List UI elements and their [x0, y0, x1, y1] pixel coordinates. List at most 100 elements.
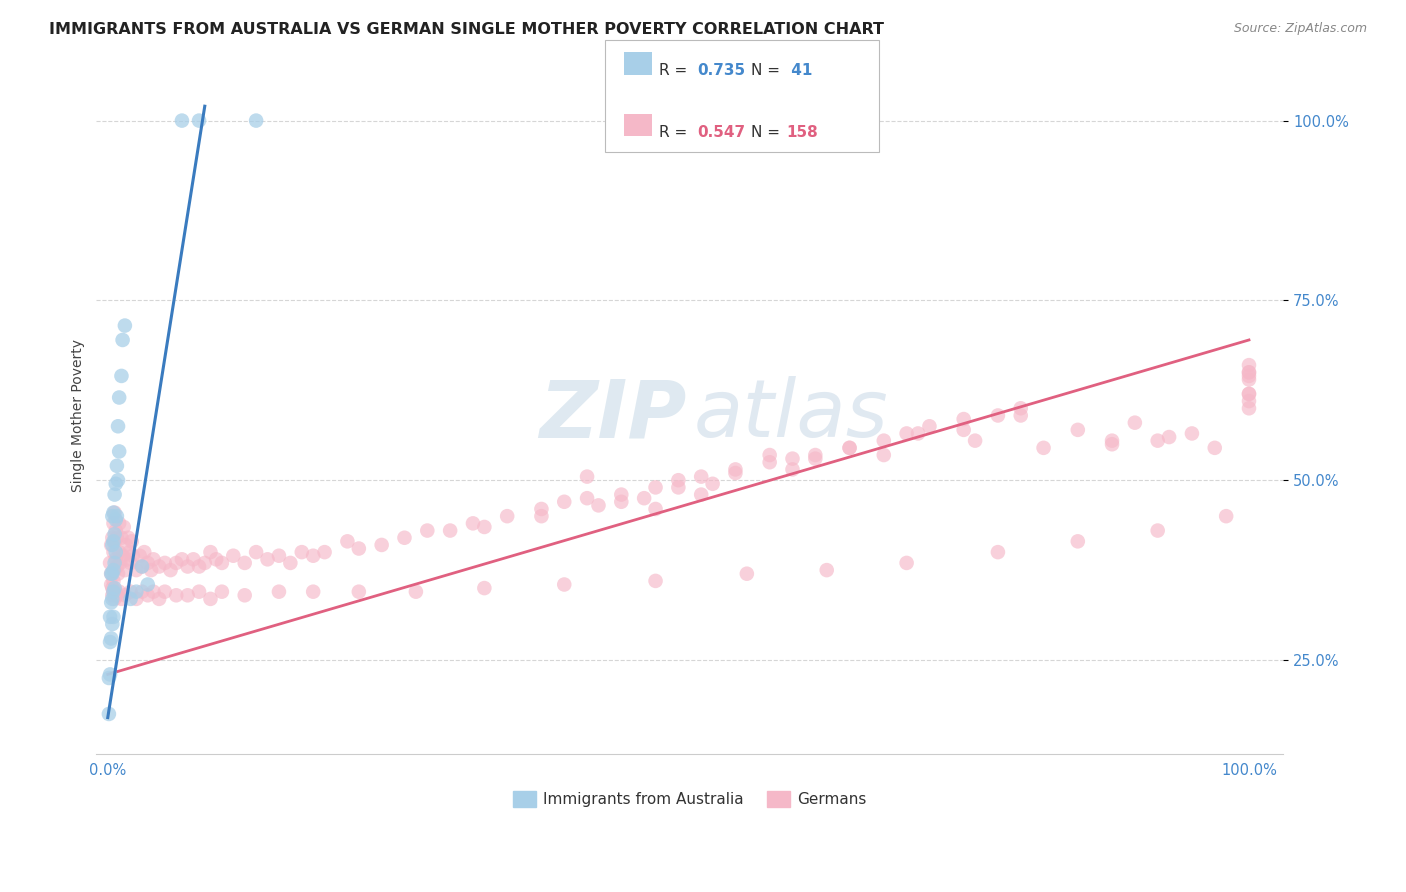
Point [104, 527, 127, 541]
Point [644, 480, 666, 494]
Point [200, 545, 222, 559]
Point [472, 581, 495, 595]
Text: IMMIGRANTS FROM AUSTRALIA VS GERMAN SINGLE MOTHER POVERTY CORRELATION CHART: IMMIGRANTS FROM AUSTRALIA VS GERMAN SING… [49, 22, 884, 37]
Point [1032, 441, 1054, 455]
Point [576, 491, 599, 506]
Point [188, 584, 211, 599]
Text: atlas: atlas [693, 376, 889, 455]
Point [873, 434, 896, 448]
Point [170, 552, 193, 566]
Point [1146, 434, 1168, 448]
Point [134, 545, 156, 559]
Point [782, 451, 804, 466]
Point [105, 559, 128, 574]
Point [104, 545, 127, 559]
Point [576, 469, 599, 483]
Point [108, 516, 131, 531]
Point [1237, 394, 1260, 409]
Point [291, 545, 314, 559]
Point [148, 591, 170, 606]
Point [702, 476, 724, 491]
Point [101, 591, 124, 606]
Point [125, 563, 148, 577]
Point [1237, 368, 1260, 383]
Point [838, 441, 860, 455]
Point [724, 466, 747, 480]
Point [104, 487, 127, 501]
Point [136, 588, 159, 602]
Point [222, 549, 245, 563]
Point [666, 473, 689, 487]
Point [1204, 441, 1226, 455]
Point [103, 610, 125, 624]
Point [644, 502, 666, 516]
Point [101, 617, 124, 632]
Point [188, 559, 211, 574]
Point [98, 667, 121, 681]
Point [804, 451, 827, 466]
Point [735, 566, 758, 581]
Point [838, 441, 860, 455]
Point [1237, 358, 1260, 372]
Point [1237, 387, 1260, 401]
Point [690, 469, 713, 483]
Point [1237, 365, 1260, 379]
Point [103, 534, 125, 549]
Point [530, 509, 553, 524]
Text: Source: ZipAtlas.com: Source: ZipAtlas.com [1233, 22, 1367, 36]
Point [107, 473, 129, 487]
Point [131, 584, 153, 599]
Point [115, 538, 138, 552]
Point [245, 113, 267, 128]
Point [211, 556, 233, 570]
Point [128, 549, 150, 563]
Point [131, 559, 153, 574]
Point [553, 577, 575, 591]
Point [987, 545, 1010, 559]
Point [633, 491, 655, 506]
Point [104, 534, 127, 549]
Point [101, 566, 124, 581]
Point [112, 520, 135, 534]
Point [176, 559, 198, 574]
Point [347, 541, 370, 556]
Point [105, 588, 128, 602]
Point [104, 524, 127, 538]
Point [98, 635, 121, 649]
Point [610, 487, 633, 501]
Point [1146, 524, 1168, 538]
Y-axis label: Single Mother Poverty: Single Mother Poverty [72, 339, 86, 492]
Point [108, 545, 131, 559]
Point [804, 448, 827, 462]
Point [952, 423, 974, 437]
Point [280, 556, 302, 570]
Point [952, 412, 974, 426]
Point [1010, 401, 1032, 416]
Text: 0.735: 0.735 [697, 63, 745, 78]
Point [142, 552, 165, 566]
Point [1237, 401, 1260, 416]
Point [105, 458, 128, 473]
Point [233, 588, 256, 602]
Point [666, 480, 689, 494]
Point [245, 545, 267, 559]
Point [1067, 534, 1090, 549]
Point [104, 591, 127, 606]
Point [233, 556, 256, 570]
Point [115, 552, 138, 566]
Point [461, 516, 484, 531]
Point [1010, 409, 1032, 423]
Point [394, 531, 416, 545]
Point [107, 566, 129, 581]
Point [176, 588, 198, 602]
Text: N =: N = [751, 63, 785, 78]
Point [118, 545, 141, 559]
Point [758, 448, 780, 462]
Point [114, 318, 136, 333]
Point [100, 566, 122, 581]
Point [142, 584, 165, 599]
Point [103, 506, 125, 520]
Text: ZIP: ZIP [538, 376, 686, 455]
Point [121, 534, 143, 549]
Point [110, 531, 132, 545]
